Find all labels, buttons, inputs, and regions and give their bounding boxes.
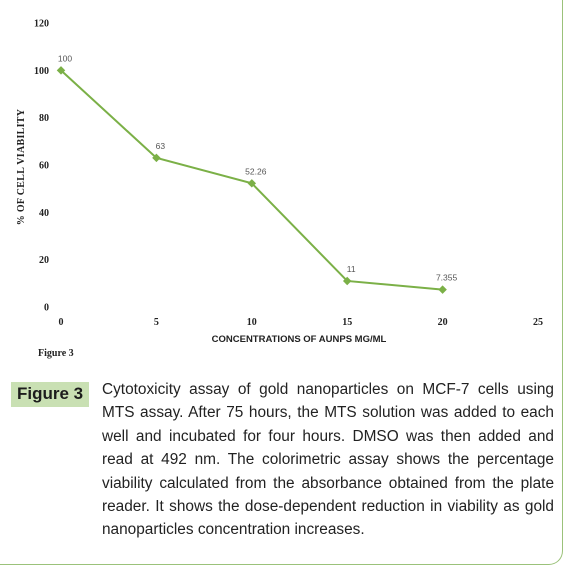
x-tick-label: 25 — [533, 317, 543, 328]
y-tick-label: 60 — [39, 161, 49, 172]
x-tick-label: 10 — [247, 317, 257, 328]
figure-small-label: Figure 3 — [38, 348, 74, 359]
y-tick-label: 20 — [39, 255, 49, 266]
data-point — [438, 285, 447, 294]
data-point — [56, 66, 66, 75]
figure-caption: Cytotoxicity assay of gold nanoparticles… — [102, 381, 554, 539]
x-tick-label: 15 — [342, 317, 352, 328]
x-tick-label: 20 — [438, 317, 448, 328]
data-label: 7.355 — [436, 273, 458, 283]
y-tick-label: 100 — [34, 66, 49, 77]
data-label: 63 — [156, 141, 166, 151]
data-point — [342, 276, 352, 286]
data-point — [152, 153, 161, 163]
data-label: 11 — [347, 264, 356, 274]
line-chart: 0 20 40 60 80 100 120 0 5 10 15 20 25 100 63 52.26 11 7… — [16, 19, 543, 346]
data-point — [247, 179, 257, 188]
x-axis-label: CONCENTRATIONS OF AUNPS MG/ML — [212, 334, 387, 345]
y-tick-label: 120 — [34, 19, 49, 30]
x-tick-label: 0 — [59, 317, 64, 328]
y-tick-label: 40 — [39, 208, 49, 219]
data-label: 100 — [58, 53, 72, 63]
x-tick-label: 5 — [154, 317, 159, 328]
y-tick-label: 80 — [39, 113, 49, 124]
y-axis-label: % OF CELL VIABILITY — [16, 108, 27, 225]
figure-badge: Figure 3 — [11, 382, 90, 407]
data-label: 52.26 — [245, 166, 267, 176]
y-tick-label: 0 — [44, 303, 49, 314]
